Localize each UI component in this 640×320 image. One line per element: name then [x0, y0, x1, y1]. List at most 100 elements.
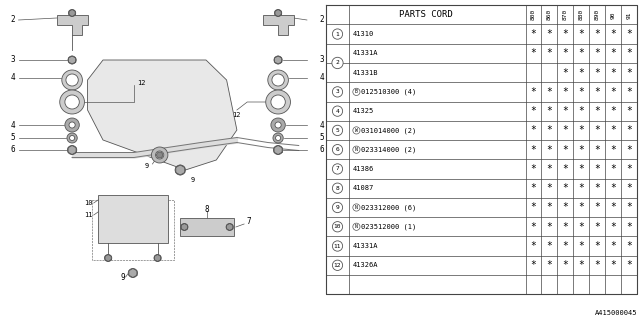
Text: *: * [610, 87, 616, 97]
Text: *: * [579, 241, 584, 251]
Circle shape [332, 202, 342, 213]
Circle shape [353, 127, 360, 134]
Text: *: * [594, 125, 600, 135]
Text: *: * [547, 125, 552, 135]
Circle shape [154, 254, 161, 261]
Text: *: * [547, 203, 552, 212]
Polygon shape [57, 15, 88, 35]
Text: *: * [531, 260, 536, 270]
Text: 800: 800 [531, 9, 536, 20]
Text: *: * [626, 145, 632, 155]
Text: 023314000 (2): 023314000 (2) [361, 147, 416, 153]
Text: *: * [531, 203, 536, 212]
Text: *: * [610, 203, 616, 212]
Circle shape [353, 204, 360, 211]
Text: *: * [594, 48, 600, 58]
Text: 12: 12 [333, 263, 341, 268]
Circle shape [65, 118, 79, 132]
Text: *: * [626, 241, 632, 251]
Circle shape [60, 90, 84, 114]
Text: *: * [594, 145, 600, 155]
Text: *: * [610, 68, 616, 78]
Circle shape [271, 95, 285, 109]
Text: *: * [563, 164, 568, 174]
Text: *: * [610, 29, 616, 39]
Text: *: * [626, 87, 632, 97]
Text: 5: 5 [10, 133, 15, 142]
Polygon shape [262, 15, 294, 35]
Text: PARTS CORD: PARTS CORD [399, 10, 452, 19]
Circle shape [332, 87, 342, 97]
Text: 7: 7 [246, 218, 251, 227]
Text: *: * [626, 222, 632, 232]
Circle shape [353, 146, 360, 153]
Circle shape [65, 95, 79, 109]
Text: *: * [547, 164, 552, 174]
Text: *: * [563, 222, 568, 232]
Circle shape [332, 241, 342, 251]
Circle shape [70, 135, 75, 140]
Text: *: * [547, 183, 552, 193]
Circle shape [226, 223, 234, 230]
Text: 880: 880 [579, 9, 584, 20]
Text: *: * [547, 260, 552, 270]
Text: *: * [594, 222, 600, 232]
Text: N: N [355, 147, 358, 152]
Circle shape [180, 223, 188, 230]
Text: *: * [594, 203, 600, 212]
Circle shape [62, 70, 83, 90]
Text: *: * [531, 164, 536, 174]
Text: *: * [531, 106, 536, 116]
Text: *: * [579, 203, 584, 212]
Text: 5: 5 [335, 128, 339, 133]
Circle shape [332, 221, 342, 232]
Text: *: * [563, 260, 568, 270]
Text: *: * [626, 48, 632, 58]
Text: 8: 8 [205, 205, 209, 214]
Text: *: * [563, 48, 568, 58]
Text: *: * [594, 164, 600, 174]
Text: *: * [547, 87, 552, 97]
Text: *: * [563, 125, 568, 135]
Text: *: * [579, 106, 584, 116]
Text: 6: 6 [320, 146, 324, 155]
Text: *: * [610, 164, 616, 174]
Text: *: * [531, 48, 536, 58]
Text: 41310: 41310 [353, 31, 374, 37]
Circle shape [332, 183, 342, 193]
Text: *: * [531, 87, 536, 97]
Text: *: * [563, 145, 568, 155]
Text: *: * [547, 145, 552, 155]
Text: 2: 2 [10, 15, 15, 25]
Circle shape [175, 165, 186, 175]
Circle shape [274, 56, 282, 64]
Text: 9: 9 [120, 274, 125, 283]
Circle shape [275, 10, 282, 17]
Text: 10: 10 [84, 200, 93, 206]
Text: 9: 9 [144, 163, 148, 169]
Text: *: * [579, 164, 584, 174]
Circle shape [273, 146, 283, 155]
Text: 4: 4 [320, 74, 324, 83]
Text: 870: 870 [563, 9, 568, 20]
Text: *: * [610, 241, 616, 251]
Text: *: * [531, 241, 536, 251]
Text: 8: 8 [335, 186, 339, 191]
Text: 91: 91 [627, 11, 632, 19]
Text: A415000045: A415000045 [595, 310, 637, 316]
Text: 3: 3 [320, 55, 324, 65]
Text: 41325: 41325 [353, 108, 374, 114]
FancyBboxPatch shape [98, 195, 168, 243]
Text: *: * [547, 106, 552, 116]
Text: *: * [594, 241, 600, 251]
Text: 4: 4 [320, 121, 324, 130]
Circle shape [332, 164, 342, 174]
Text: 023512000 (1): 023512000 (1) [361, 223, 416, 230]
Text: *: * [626, 183, 632, 193]
Text: 9: 9 [191, 177, 195, 183]
Text: *: * [563, 203, 568, 212]
Circle shape [353, 223, 360, 230]
Text: *: * [594, 29, 600, 39]
Circle shape [332, 260, 342, 270]
Text: 890: 890 [595, 9, 600, 20]
